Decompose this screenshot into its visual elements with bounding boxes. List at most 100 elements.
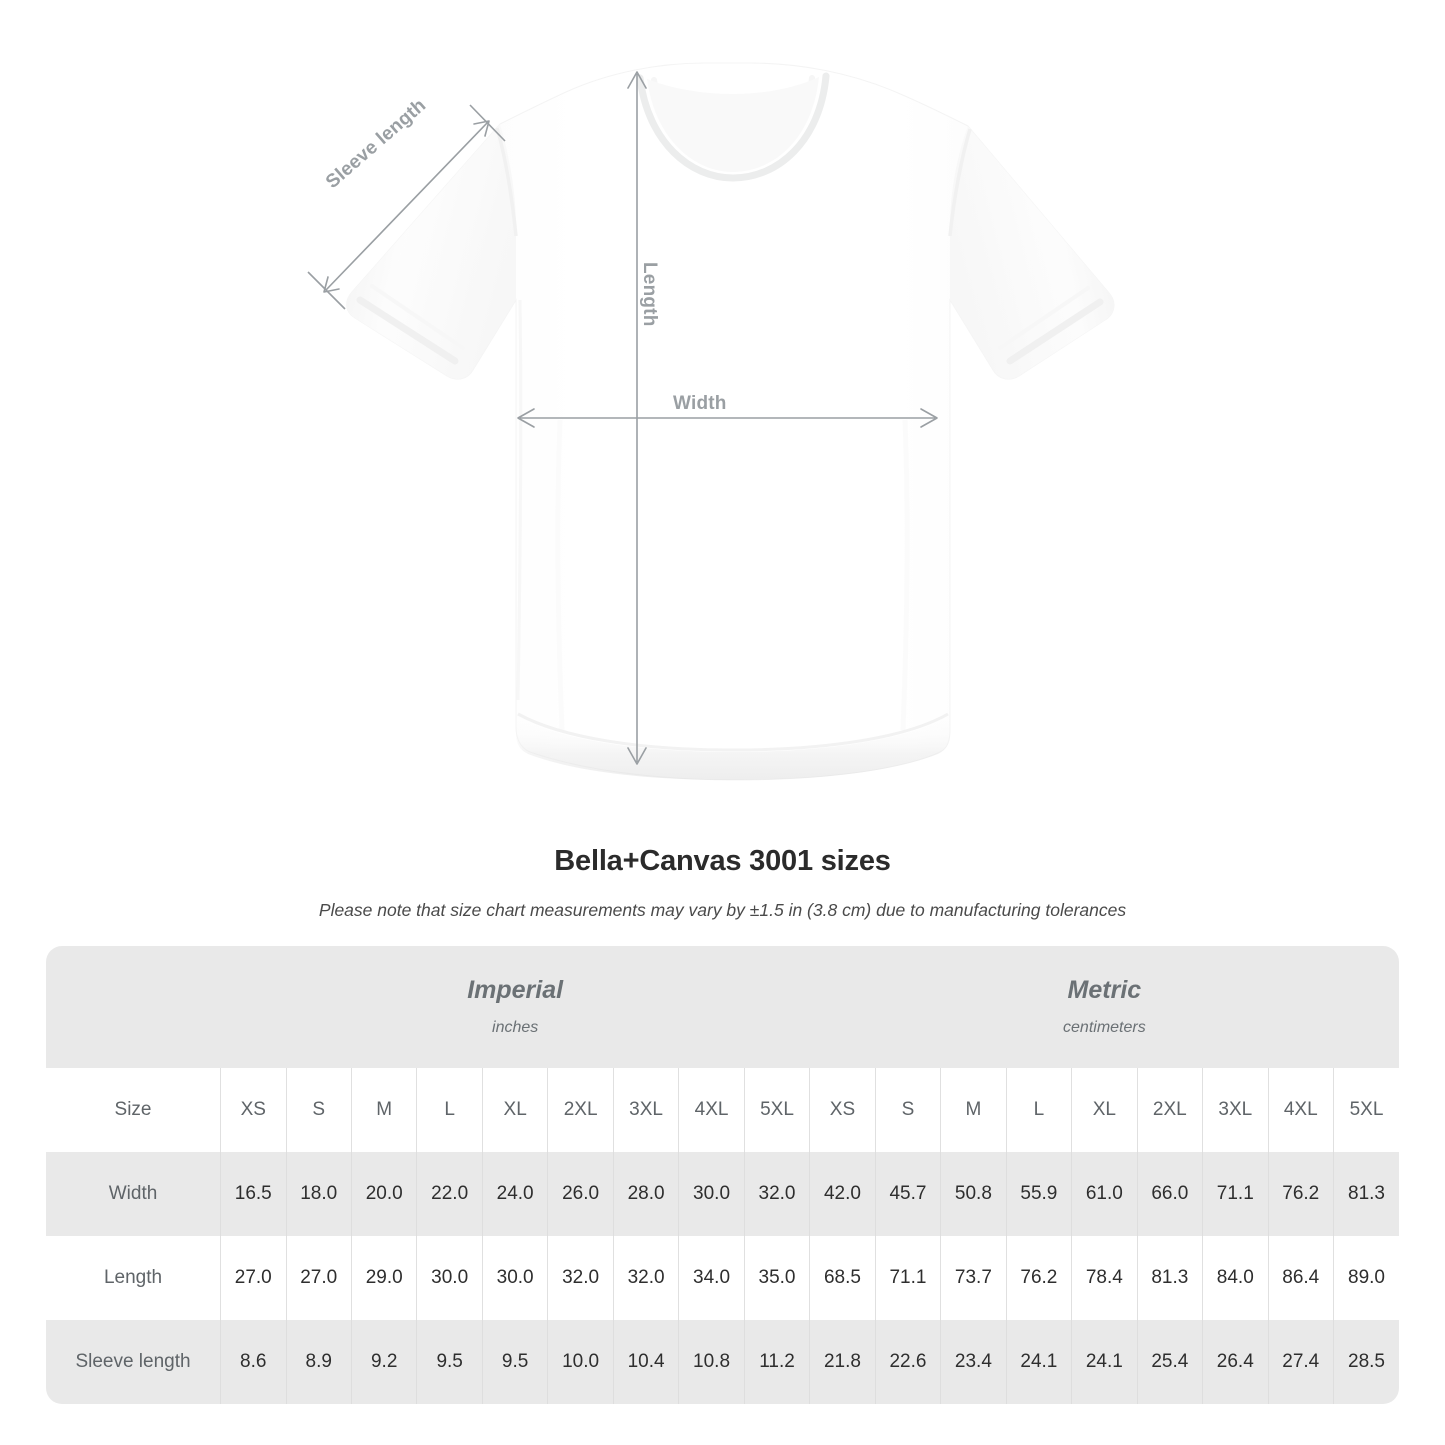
- measurement-cell: 18.0: [285, 1152, 352, 1236]
- size-header-cell: 3XL: [612, 1068, 679, 1152]
- length-label: Length: [639, 262, 660, 327]
- size-header-cell: 5XL: [1333, 1068, 1399, 1152]
- measurement-cell: 26.4: [1202, 1320, 1269, 1404]
- tshirt-diagram: Sleeve length Length Width: [307, 62, 1115, 781]
- row-label: Length: [46, 1236, 221, 1320]
- size-header-cell: L: [416, 1068, 483, 1152]
- size-header-cell: L: [1005, 1068, 1072, 1152]
- measurement-cell: 16.5: [220, 1152, 286, 1236]
- measurement-cell: 66.0: [1136, 1152, 1203, 1236]
- measurement-cell: 32.0: [547, 1236, 614, 1320]
- size-row-label: Size: [46, 1068, 221, 1152]
- measurement-cell: 81.3: [1136, 1236, 1203, 1320]
- size-header-cell: 4XL: [1267, 1068, 1334, 1152]
- size-header-cell: 4XL: [678, 1068, 745, 1152]
- measurement-cell: 10.0: [547, 1320, 614, 1404]
- unit-name: Imperial: [467, 976, 564, 1005]
- measurement-cell: 73.7: [940, 1236, 1007, 1320]
- measurement-cell: 28.0: [612, 1152, 679, 1236]
- shirt-shape: [346, 62, 1115, 781]
- unit-subtitle: centimeters: [1063, 1018, 1146, 1036]
- size-header-cell: 5XL: [743, 1068, 810, 1152]
- row-label: Width: [46, 1152, 221, 1236]
- measurement-cell: 86.4: [1267, 1236, 1334, 1320]
- measurement-cell: 9.5: [481, 1320, 548, 1404]
- measurement-cell: 8.6: [220, 1320, 286, 1404]
- measurement-cell: 55.9: [1005, 1152, 1072, 1236]
- measurement-cell: 24.0: [481, 1152, 548, 1236]
- measurement-cell: 28.5: [1333, 1320, 1399, 1404]
- sleeve-length-arrow: [307, 104, 506, 310]
- measurement-cell: 10.8: [678, 1320, 745, 1404]
- measurement-cell: 21.8: [809, 1320, 876, 1404]
- measurement-cell: 71.1: [1202, 1152, 1269, 1236]
- unit-band-imperial: Imperial inches: [220, 946, 810, 1068]
- size-header-cell: XL: [481, 1068, 548, 1152]
- measurement-cell: 34.0: [678, 1236, 745, 1320]
- width-arrow: [517, 408, 938, 428]
- size-header-cell: 2XL: [547, 1068, 614, 1152]
- measurement-cell: 27.4: [1267, 1320, 1334, 1404]
- measurement-cell: 24.1: [1071, 1320, 1138, 1404]
- tshirt-illustration: [307, 62, 1115, 781]
- size-header-cell: XS: [220, 1068, 286, 1152]
- page-title: Bella+Canvas 3001 sizes: [554, 845, 891, 877]
- measurement-cell: 68.5: [809, 1236, 876, 1320]
- measurement-cell: 23.4: [940, 1320, 1007, 1404]
- size-header-row: Size XS S M L XL 2XL 3XL 4XL 5XL XS S M L XL 2XL 3XL 4XL 5…: [46, 1068, 1399, 1152]
- size-chart-table-wrapper: Imperial inches Metric centimeters Size XS S M…: [46, 946, 1399, 1404]
- table-row: Length 27.0 27.0 29.0 30.0 30.0 32.0 32.0 34.0 35…: [46, 1236, 1399, 1320]
- unit-band-spacer: [46, 946, 221, 1068]
- measurement-cell: 32.0: [612, 1236, 679, 1320]
- row-label: Sleeve length: [46, 1320, 221, 1404]
- measurement-cell: 22.0: [416, 1152, 483, 1236]
- size-header-cell: XL: [1071, 1068, 1138, 1152]
- measurement-cell: 8.9: [285, 1320, 352, 1404]
- measurement-cell: 45.7: [874, 1152, 941, 1236]
- measurement-cell: 9.5: [416, 1320, 483, 1404]
- measurement-cell: 84.0: [1202, 1236, 1269, 1320]
- size-header-cell: M: [350, 1068, 417, 1152]
- size-header-cell: S: [874, 1068, 941, 1152]
- table-row: Sleeve length 8.6 8.9 9.2 9.5 9.5 10.0 10.4 10.8…: [46, 1320, 1399, 1404]
- measurement-cell: 24.1: [1005, 1320, 1072, 1404]
- measurement-cell: 71.1: [874, 1236, 941, 1320]
- measurement-cell: 10.4: [612, 1320, 679, 1404]
- unit-band-row: Imperial inches Metric centimeters: [46, 946, 1399, 1068]
- title-block: Bella+Canvas 3001 sizes Please note that…: [0, 845, 1445, 921]
- measurement-cell: 20.0: [350, 1152, 417, 1236]
- measurement-cell: 26.0: [547, 1152, 614, 1236]
- unit-band-metric: Metric centimeters: [809, 946, 1399, 1068]
- measurement-cell: 27.0: [285, 1236, 352, 1320]
- measurement-cell: 22.6: [874, 1320, 941, 1404]
- measurement-cell: 76.2: [1267, 1152, 1334, 1236]
- measurement-cell: 42.0: [809, 1152, 876, 1236]
- measurement-cell: 78.4: [1071, 1236, 1138, 1320]
- tolerance-note: Please note that size chart measurements…: [318, 900, 1127, 920]
- measurement-cell: 89.0: [1333, 1236, 1399, 1320]
- measurement-cell: 30.0: [678, 1152, 745, 1236]
- size-header-cell: S: [285, 1068, 352, 1152]
- unit-subtitle: inches: [492, 1018, 539, 1036]
- measurement-cell: 61.0: [1071, 1152, 1138, 1236]
- measurement-cell: 27.0: [220, 1236, 286, 1320]
- measurement-cell: 25.4: [1136, 1320, 1203, 1404]
- size-header-cell: M: [940, 1068, 1007, 1152]
- measurement-cell: 9.2: [350, 1320, 417, 1404]
- unit-name: Metric: [1067, 976, 1142, 1005]
- measurement-cell: 35.0: [743, 1236, 810, 1320]
- size-header-cell: 3XL: [1202, 1068, 1269, 1152]
- measurement-cell: 32.0: [743, 1152, 810, 1236]
- measurement-cell: 11.2: [743, 1320, 810, 1404]
- size-header-cell: XS: [809, 1068, 876, 1152]
- size-header-cell: 2XL: [1136, 1068, 1203, 1152]
- size-chart-table: Imperial inches Metric centimeters Size XS S M…: [46, 946, 1399, 1404]
- measurement-cell: 81.3: [1333, 1152, 1399, 1236]
- measurement-cell: 76.2: [1005, 1236, 1072, 1320]
- measurement-cell: 30.0: [416, 1236, 483, 1320]
- measurement-annotations: [307, 71, 938, 765]
- table-row: Width 16.5 18.0 20.0 22.0 24.0 26.0 28.0 30.0 32.…: [46, 1152, 1399, 1236]
- width-label: Width: [673, 393, 727, 414]
- measurement-cell: 50.8: [940, 1152, 1007, 1236]
- measurement-cell: 30.0: [481, 1236, 548, 1320]
